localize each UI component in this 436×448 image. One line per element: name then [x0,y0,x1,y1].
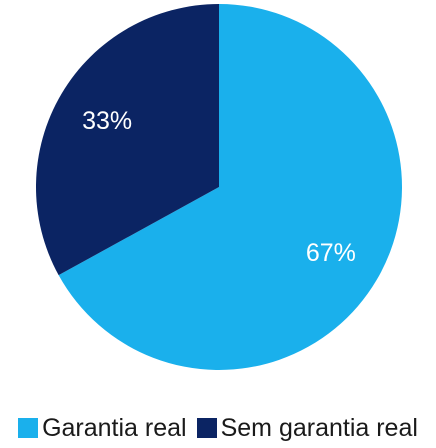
legend-swatch-garantia-real [18,418,39,438]
pie-slice-garantia-real [58,4,403,371]
pie-data-labels: 67% 33% [82,107,356,267]
pie-slice-sem-garantia-real [36,4,220,276]
legend-label-sem-garantia-real: Sem garantia real [220,413,418,442]
legend-swatch-sem-garantia-real [196,418,217,438]
legend-item-sem-garantia-real: Sem garantia real [196,413,418,443]
pie-slices [36,4,403,371]
data-label-garantia-real: 67% [306,239,356,267]
legend-label-garantia-real: Garantia real [42,413,187,442]
legend: Garantia real Sem garantia real [0,412,436,444]
legend-item-garantia-real: Garantia real [18,414,187,443]
data-label-sem-garantia-real: 33% [82,107,132,135]
